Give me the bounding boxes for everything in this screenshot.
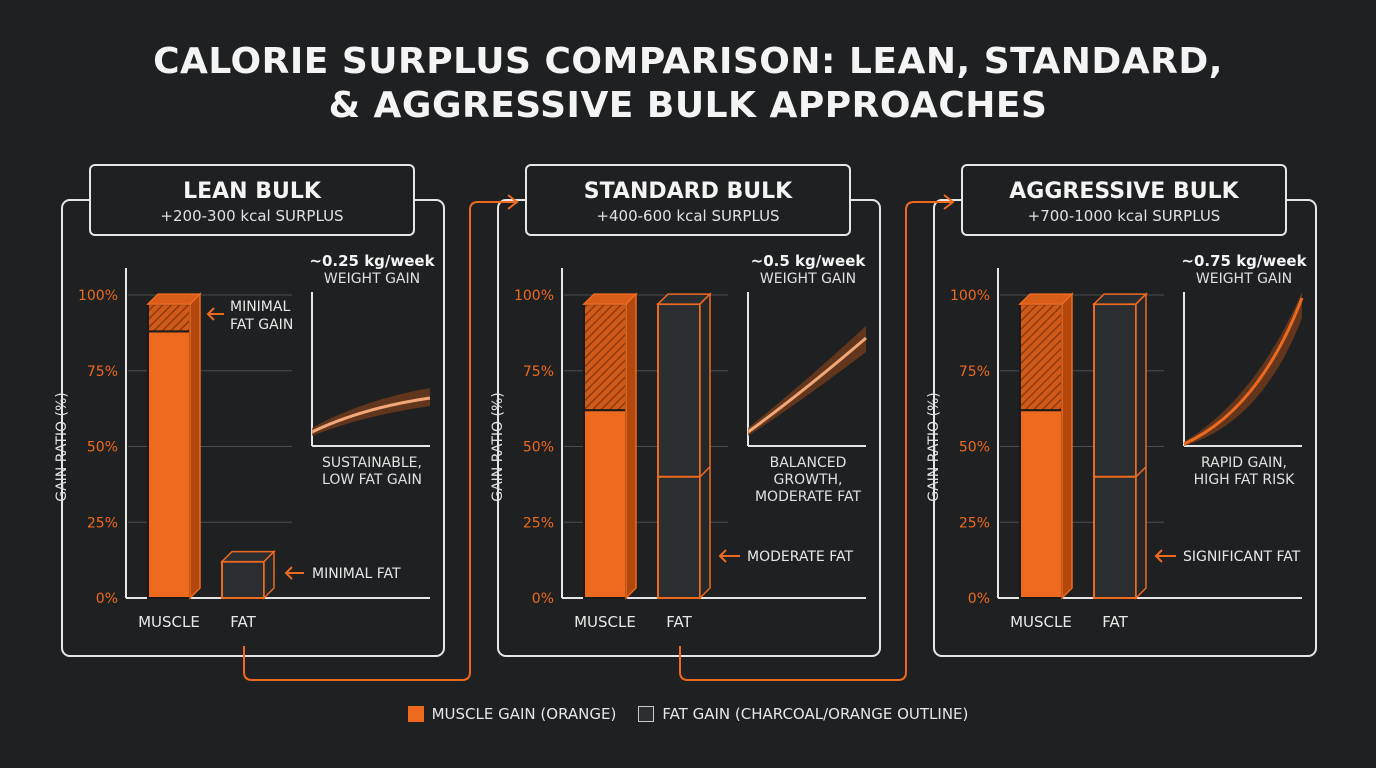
- panel-aggressive-ytick-label: 50%: [959, 440, 990, 456]
- panel-aggressive-bar-muscle: [1018, 292, 1074, 600]
- legend-label-fat: FAT GAIN (CHARCOAL/ORANGE OUTLINE): [662, 705, 969, 723]
- connector-standard-to-aggressive: [679, 201, 952, 681]
- panel-standard-bar-fat-side-face: [699, 292, 711, 600]
- panel-standard-ytick-label: 100%: [514, 288, 554, 304]
- panel-lean-top-note-1: MINIMAL: [230, 299, 290, 315]
- panel-lean-trend-band: [312, 388, 430, 436]
- panel-lean-bar-fat: [220, 549, 276, 600]
- panel-lean-surplus: +200-300 kcal SURPLUS: [160, 207, 343, 225]
- panel-standard-side-note: MODERATE FAT: [747, 549, 853, 565]
- panel-aggressive-rate-label: WEIGHT GAIN: [1196, 271, 1292, 287]
- panel-aggressive-bar-muscle-fat-segment: [1019, 303, 1063, 412]
- panel-aggressive-category-muscle: MUSCLE: [1010, 613, 1072, 631]
- panel-standard-bar-muscle-side-face: [625, 292, 637, 600]
- legend-item-muscle: MUSCLE GAIN (ORANGE): [407, 705, 617, 723]
- panel-aggressive-trend-line: [1183, 297, 1304, 446]
- panel-lean-category-muscle: MUSCLE: [138, 613, 200, 631]
- connector-arrowhead-1: [507, 194, 519, 210]
- panel-standard-header-box: [525, 164, 851, 236]
- panel-lean-rate-label: WEIGHT GAIN: [324, 271, 420, 287]
- panel-standard-ytick-label: 25%: [523, 515, 554, 531]
- panel-aggressive-bar-fat: [1092, 292, 1148, 600]
- panel-lean-trend-caption: LOW FAT GAIN: [322, 472, 422, 488]
- panel-standard-bar-muscle-fat-segment: [583, 303, 627, 412]
- panel-lean-bar-fat-side-face: [263, 549, 275, 600]
- panel-aggressive-header-box: [961, 164, 1287, 236]
- panel-lean-ytick-label: 0%: [96, 591, 118, 607]
- title-line-1: CALORIE SURPLUS COMPARISON: LEAN, STANDA…: [153, 41, 1223, 82]
- panel-lean-side-arrow-head: [284, 566, 293, 580]
- panel-standard-bar-fat-body: [657, 303, 701, 599]
- panel-lean-bar-fat-body: [221, 560, 265, 600]
- panel-aggressive-trend-caption: RAPID GAIN,: [1201, 455, 1287, 471]
- panel-lean-trend-line: [311, 396, 431, 434]
- panel-aggressive-ylabel: GAIN RATIO (%): [926, 392, 942, 502]
- panel-lean-bar-muscle-fat-segment: [147, 303, 191, 333]
- legend-swatch-muscle: [407, 706, 424, 722]
- connector-lean-to-standard: [243, 201, 516, 681]
- legend: MUSCLE GAIN (ORANGE) FAT GAIN (CHARCOAL/…: [0, 705, 1376, 723]
- panel-lean-trend-caption: SUSTAINABLE,: [322, 455, 422, 471]
- panel-lean-ytick-label: 50%: [87, 440, 118, 456]
- panel-aggressive-header: AGGRESSIVE BULK: [1009, 179, 1239, 204]
- panel-lean-header: LEAN BULK: [183, 179, 322, 204]
- panel-standard-rate: ~0.5 kg/week: [751, 252, 867, 270]
- panel-standard-ytick-label: 0%: [532, 591, 554, 607]
- panel-aggressive-side-arrow-head: [1154, 549, 1163, 563]
- panel-aggressive-bar-fat-body: [1093, 303, 1137, 599]
- panel-aggressive-ytick-label: 25%: [959, 515, 990, 531]
- panel-aggressive-rate: ~0.75 kg/week: [1181, 252, 1307, 270]
- panel-lean-ytick-label: 75%: [87, 364, 118, 380]
- connector-arrowhead-2: [943, 194, 955, 210]
- panel-lean-top-arrow-head: [206, 307, 215, 321]
- panel-aggressive-ytick-label: 100%: [950, 288, 990, 304]
- page-title: CALORIE SURPLUS COMPARISON: LEAN, STANDA…: [0, 40, 1376, 128]
- panel-standard-category-fat: FAT: [666, 613, 692, 631]
- panel-lean-bar-muscle: [146, 292, 202, 600]
- panel-standard-surplus: +400-600 kcal SURPLUS: [596, 207, 779, 225]
- panel-aggressive-trend-caption: HIGH FAT RISK: [1194, 472, 1295, 488]
- panel-lean-ytick-label: 25%: [87, 515, 118, 531]
- panel-standard-ytick-label: 50%: [523, 440, 554, 456]
- panel-lean-header-box: [89, 164, 415, 236]
- panel-standard-bar-muscle-muscle-segment: [583, 409, 627, 600]
- panel-standard-trend-caption: GROWTH,: [774, 472, 843, 488]
- title-line-2: & AGGRESSIVE BULK APPROACHES: [328, 85, 1048, 126]
- panel-aggressive-surplus: +700-1000 kcal SURPLUS: [1028, 207, 1221, 225]
- panel-aggressive-category-fat: FAT: [1102, 613, 1128, 631]
- panel-aggressive-bar-fat-divider-edge: [1135, 466, 1147, 478]
- legend-label-muscle: MUSCLE GAIN (ORANGE): [431, 705, 617, 723]
- panel-lean-bar-muscle-muscle-segment: [147, 330, 191, 599]
- panel-standard-ylabel: GAIN RATIO (%): [490, 392, 506, 502]
- panel-standard-category-muscle: MUSCLE: [574, 613, 636, 631]
- panel-standard-bar-muscle: [582, 292, 638, 600]
- panel-lean-side-note: MINIMAL FAT: [312, 566, 401, 582]
- panel-lean-rate: ~0.25 kg/week: [309, 252, 435, 270]
- legend-item-fat: FAT GAIN (CHARCOAL/ORANGE OUTLINE): [638, 705, 968, 723]
- panel-standard-bar-fat-divider-edge: [699, 466, 711, 478]
- panel-standard-trend-line: [747, 336, 867, 434]
- panel-standard-ytick-label: 75%: [523, 364, 554, 380]
- panel-lean-top-note-2: FAT GAIN: [230, 317, 293, 333]
- panel-aggressive-side-note: SIGNIFICANT FAT: [1183, 549, 1301, 565]
- legend-swatch-fat: [638, 706, 655, 722]
- panel-aggressive-ytick-label: 0%: [968, 591, 990, 607]
- panel-lean-ytick-label: 100%: [78, 288, 118, 304]
- panel-standard-rate-label: WEIGHT GAIN: [760, 271, 856, 287]
- panel-aggressive-bar-fat-side-face: [1135, 292, 1147, 600]
- panel-standard-bar-fat: [656, 292, 712, 600]
- panel-standard-side-arrow-head: [718, 549, 727, 563]
- panel-lean-category-fat: FAT: [230, 613, 256, 631]
- panel-standard-trend-caption: BALANCED: [770, 455, 847, 471]
- panel-standard-header: STANDARD BULK: [584, 179, 793, 204]
- panel-standard-trend-caption: MODERATE FAT: [755, 489, 861, 505]
- panel-aggressive-bar-muscle-side-face: [1061, 292, 1073, 600]
- panel-lean-bar-muscle-side-face: [189, 292, 201, 600]
- panel-aggressive-trend-band: [1184, 292, 1302, 446]
- panel-aggressive-bar-muscle-muscle-segment: [1019, 409, 1063, 600]
- panel-aggressive-ytick-label: 75%: [959, 364, 990, 380]
- panel-lean-ylabel: GAIN RATIO (%): [54, 392, 70, 502]
